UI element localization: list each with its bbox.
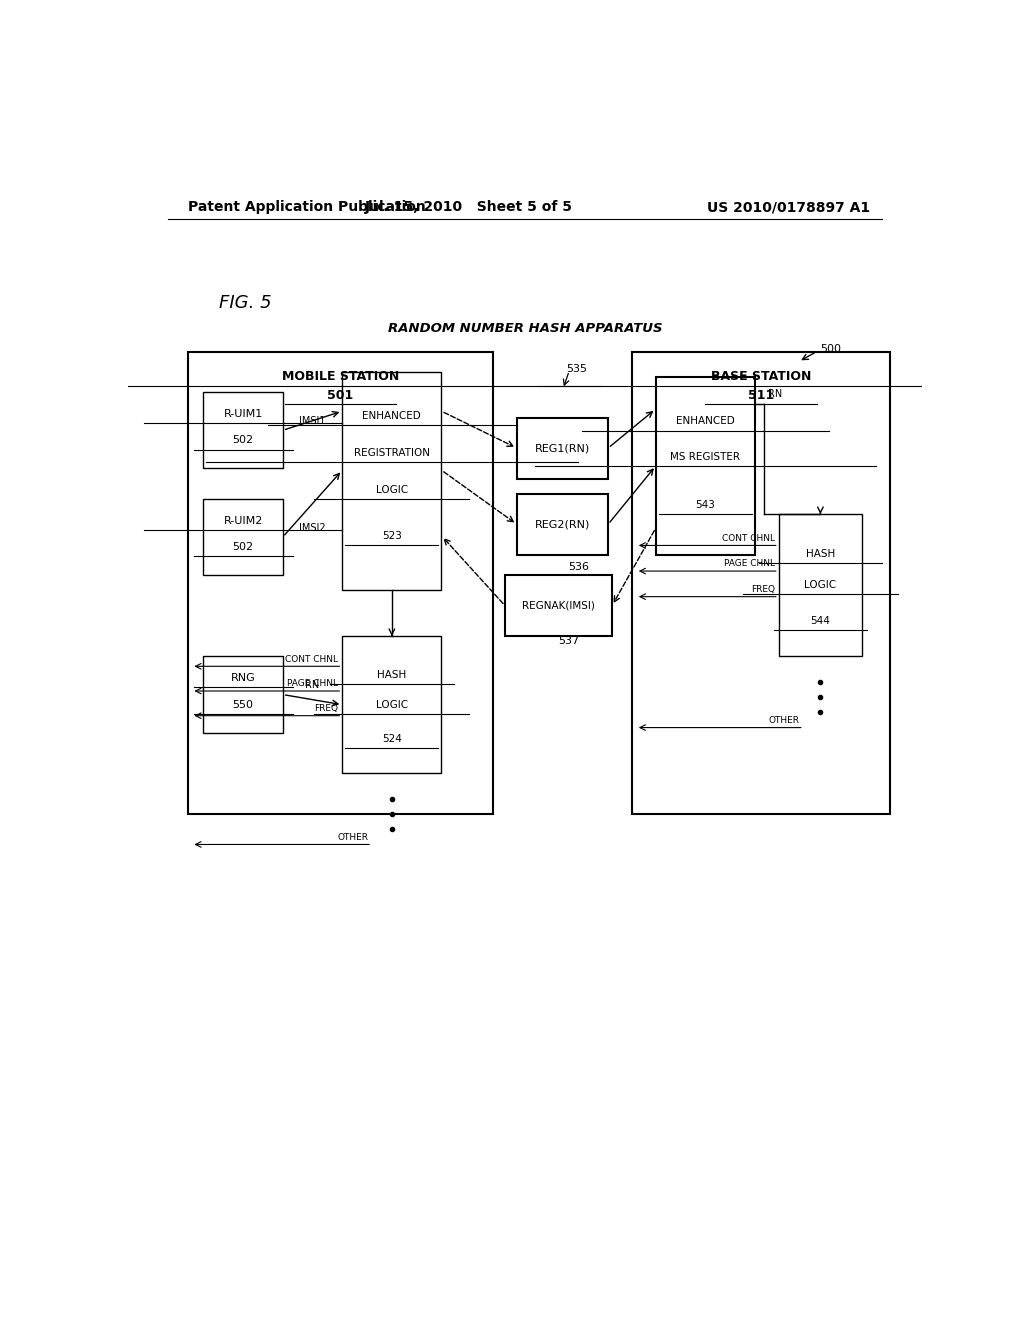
Text: REGNAK(IMSI): REGNAK(IMSI)	[522, 601, 595, 611]
Text: 537: 537	[558, 636, 580, 647]
Text: MOBILE STATION: MOBILE STATION	[282, 371, 399, 383]
Text: 543: 543	[695, 500, 716, 510]
Text: BASE STATION: BASE STATION	[711, 371, 811, 383]
Text: US 2010/0178897 A1: US 2010/0178897 A1	[707, 201, 870, 214]
Text: HASH: HASH	[806, 549, 835, 558]
Text: 502: 502	[232, 436, 254, 445]
Text: REG1(RN): REG1(RN)	[535, 444, 590, 453]
Text: REGISTRATION: REGISTRATION	[354, 447, 430, 458]
FancyBboxPatch shape	[517, 494, 608, 554]
Text: 544: 544	[810, 616, 830, 626]
FancyBboxPatch shape	[632, 351, 890, 814]
Text: Patent Application Publication: Patent Application Publication	[187, 201, 425, 214]
Text: RN: RN	[768, 389, 782, 400]
Text: R-UIM1: R-UIM1	[223, 409, 263, 418]
FancyBboxPatch shape	[204, 499, 283, 576]
FancyBboxPatch shape	[655, 378, 755, 554]
FancyBboxPatch shape	[505, 576, 612, 636]
Text: HASH: HASH	[377, 669, 407, 680]
FancyBboxPatch shape	[204, 392, 283, 469]
Text: RN: RN	[305, 680, 319, 690]
FancyBboxPatch shape	[342, 372, 441, 590]
Text: LOGIC: LOGIC	[376, 484, 408, 495]
Text: IMSI2: IMSI2	[299, 523, 326, 533]
FancyBboxPatch shape	[204, 656, 283, 733]
FancyBboxPatch shape	[187, 351, 494, 814]
Text: ENHANCED: ENHANCED	[362, 411, 421, 421]
Text: REG2(RN): REG2(RN)	[535, 519, 590, 529]
Text: 500: 500	[820, 345, 841, 355]
FancyBboxPatch shape	[778, 515, 862, 656]
Text: 550: 550	[232, 700, 254, 710]
FancyBboxPatch shape	[342, 636, 441, 774]
Text: RNG: RNG	[230, 673, 255, 684]
Text: OTHER: OTHER	[769, 715, 800, 725]
Text: 501: 501	[327, 388, 353, 401]
Text: 502: 502	[232, 543, 254, 552]
Text: R-UIM2: R-UIM2	[223, 516, 263, 525]
Text: IMSI1: IMSI1	[299, 416, 326, 426]
Text: 535: 535	[566, 364, 587, 374]
Text: RANDOM NUMBER HASH APPARATUS: RANDOM NUMBER HASH APPARATUS	[387, 322, 663, 335]
Text: LOGIC: LOGIC	[376, 700, 408, 710]
Text: FREQ: FREQ	[751, 585, 775, 594]
Text: FIG. 5: FIG. 5	[219, 294, 272, 312]
Text: 536: 536	[568, 562, 590, 572]
Text: 511: 511	[748, 388, 774, 401]
Text: CONT CHNL: CONT CHNL	[286, 655, 338, 664]
Text: LOGIC: LOGIC	[805, 581, 837, 590]
Text: FREQ: FREQ	[314, 704, 338, 713]
Text: Jul. 15, 2010   Sheet 5 of 5: Jul. 15, 2010 Sheet 5 of 5	[366, 201, 573, 214]
Text: PAGE CHNL: PAGE CHNL	[724, 560, 775, 569]
Text: PAGE CHNL: PAGE CHNL	[288, 680, 338, 688]
Text: MS REGISTER: MS REGISTER	[671, 451, 740, 462]
Text: OTHER: OTHER	[337, 833, 368, 842]
FancyBboxPatch shape	[517, 417, 608, 479]
Text: ENHANCED: ENHANCED	[676, 416, 734, 426]
Text: 524: 524	[382, 734, 401, 744]
Text: 523: 523	[382, 531, 401, 541]
Text: CONT CHNL: CONT CHNL	[722, 533, 775, 543]
